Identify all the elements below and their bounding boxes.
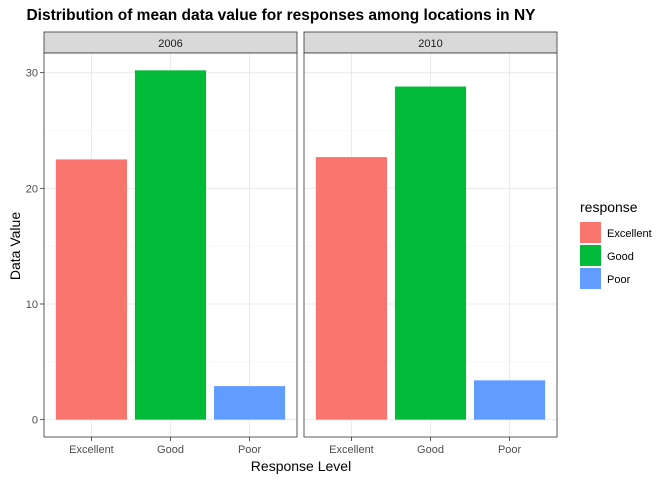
bar-poor-2006 (213, 386, 286, 420)
legend-item-good: Good (580, 245, 634, 266)
legend-item-excellent: Excellent (580, 222, 652, 243)
x-axis-title: Response Level (251, 458, 351, 474)
chart-title: Distribution of mean data value for resp… (26, 7, 536, 24)
bar-poor-2010 (473, 380, 546, 420)
legend-swatch (580, 245, 601, 266)
y-tick-label: 10 (26, 299, 38, 311)
bar-good-2006 (134, 70, 207, 420)
facet-strip-label: 2006 (158, 38, 182, 50)
y-tick-label: 20 (26, 183, 38, 195)
x-tick-label: Excellent (69, 444, 114, 456)
y-tick-label: 0 (32, 415, 38, 427)
legend-swatch (580, 222, 601, 243)
x-tick-label: Poor (498, 444, 522, 456)
facet-panel-2006: 2006 Excellent Good Poor (43, 31, 298, 456)
y-tick-label: 30 (26, 68, 38, 80)
legend-swatch (580, 268, 601, 289)
legend-title: response (580, 199, 638, 215)
x-tick-label: Good (417, 444, 444, 456)
bar-excellent-2010 (315, 157, 388, 420)
y-axis: 0 10 20 30 (26, 68, 44, 427)
y-axis-title: Data Value (7, 212, 23, 280)
legend-item-poor: Poor (580, 268, 631, 289)
legend-label: Poor (607, 274, 631, 286)
bar-good-2010 (394, 86, 467, 420)
legend: response Excellent Good Poor (580, 199, 652, 289)
facet-panel-2010: 2010 Excellent Good Poor (303, 31, 558, 456)
bar-excellent-2006 (55, 159, 128, 420)
legend-label: Good (607, 251, 634, 263)
facet-strip-label: 2010 (418, 38, 442, 50)
x-tick-label: Poor (238, 444, 262, 456)
x-tick-label: Excellent (329, 444, 374, 456)
legend-label: Excellent (607, 228, 652, 240)
x-tick-label: Good (157, 444, 184, 456)
